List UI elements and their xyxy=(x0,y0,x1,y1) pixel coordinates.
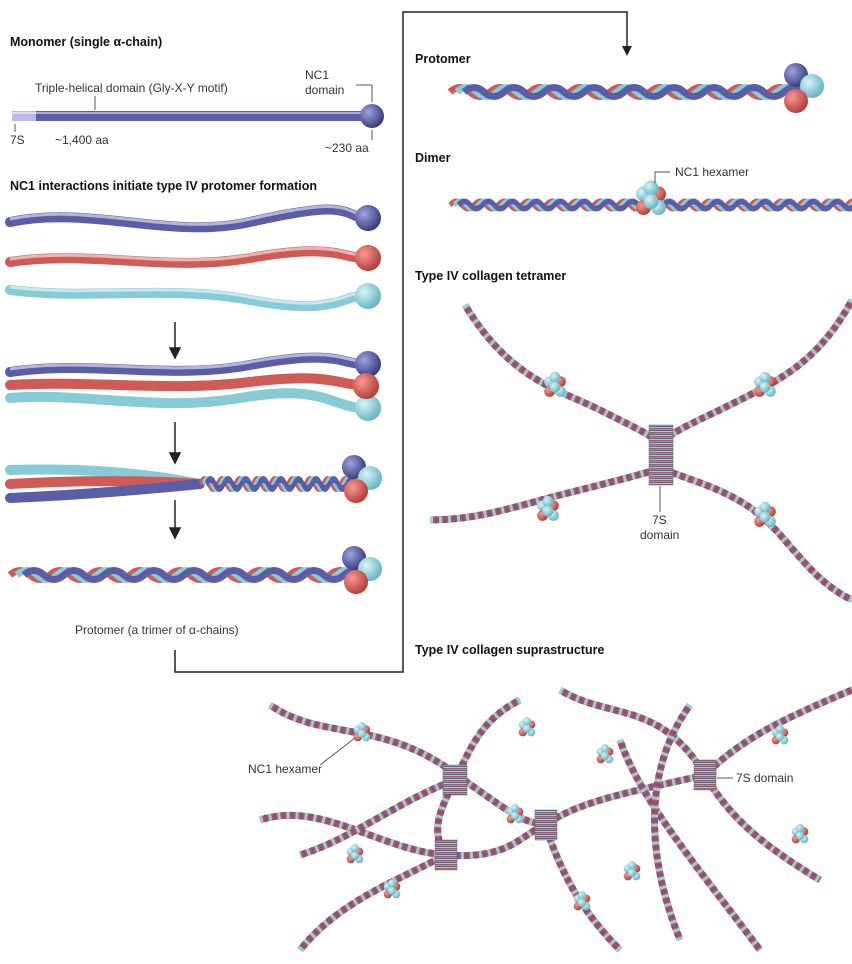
tetramer-title: Type IV collagen tetramer xyxy=(415,269,566,283)
protomer-helix xyxy=(450,63,824,113)
shape xyxy=(665,300,852,440)
monomer-title: Monomer (single α-chain) xyxy=(10,35,162,49)
zipping-chains xyxy=(10,455,382,503)
7s-domain xyxy=(443,765,467,795)
highlight xyxy=(12,112,370,114)
nc1-label: NC1 xyxy=(305,68,329,82)
arrows xyxy=(170,322,180,538)
arrow-head xyxy=(170,528,180,538)
shape xyxy=(665,470,852,600)
arrow-head xyxy=(170,348,180,358)
nc1-ball xyxy=(344,479,368,503)
shape xyxy=(545,775,705,825)
suprastructure xyxy=(260,690,852,950)
hexamer-label: NC1 hexamer xyxy=(248,762,322,776)
diagram: Monomer (single α-chain) Triple-helical … xyxy=(0,0,852,964)
leader xyxy=(655,172,670,183)
shape xyxy=(655,705,690,940)
7s-domain xyxy=(649,425,673,485)
nc1-ball xyxy=(355,395,381,421)
nc1-hexamer xyxy=(636,181,666,216)
cables xyxy=(430,300,852,600)
nc1-ball xyxy=(355,205,381,231)
arrow-head xyxy=(622,46,632,56)
7s-label: 7S xyxy=(652,513,667,527)
protomer-title: Protomer xyxy=(415,52,471,66)
assembly-title: NC1 interactions initiate type IV protom… xyxy=(10,179,317,193)
7s-label: 7S domain xyxy=(736,771,793,785)
7s-label: 7S xyxy=(10,133,25,147)
protomer-label: Protomer (a trimer of α-chains) xyxy=(75,623,239,637)
nc1-hexamer xyxy=(754,372,776,397)
helix xyxy=(450,201,662,208)
nc1-ball xyxy=(355,351,381,377)
nc1-label: domain xyxy=(305,83,344,97)
nc1-ball xyxy=(355,283,381,309)
helix xyxy=(200,480,356,489)
7s-domain xyxy=(694,760,716,790)
leader xyxy=(320,738,355,765)
nc1-ball xyxy=(360,104,384,128)
suprastructure-title: Type IV collagen suprastructure xyxy=(415,643,604,657)
length-label: ~1,400 aa xyxy=(55,133,109,147)
7s-domain xyxy=(435,840,457,870)
domain-label: Triple-helical domain (Gly-X-Y motif) xyxy=(35,81,228,95)
nc1-hexamer xyxy=(792,824,809,843)
shape xyxy=(465,305,655,440)
nc1-hexamer xyxy=(597,744,614,763)
nc1-hexamer xyxy=(347,844,364,863)
dimer-title: Dimer xyxy=(415,151,451,165)
protomer-helix xyxy=(10,546,382,594)
7s-label: domain xyxy=(640,528,679,542)
nc1-hexamer xyxy=(519,717,536,736)
tetramer xyxy=(430,300,852,600)
7s-domain xyxy=(535,810,557,840)
shape xyxy=(545,825,620,950)
leader xyxy=(356,85,372,102)
separate-chains xyxy=(10,205,381,309)
chain xyxy=(10,378,360,386)
nc1-ball xyxy=(353,373,379,399)
hexamer-label: NC1 hexamer xyxy=(675,165,749,179)
nc1-ball xyxy=(355,245,381,271)
dimer-helix xyxy=(450,172,852,215)
shape xyxy=(300,855,445,950)
aligned-chains xyxy=(10,351,381,421)
shape xyxy=(545,825,620,950)
chain xyxy=(10,393,360,408)
nc1-hexamer xyxy=(354,722,371,741)
nc1-hexamer xyxy=(624,861,641,880)
nc1-ball xyxy=(344,570,368,594)
nc1-ball xyxy=(784,89,808,113)
helix xyxy=(655,201,852,208)
page: Monomer (single α-chain) Triple-helical … xyxy=(0,0,852,964)
nc1-length-label: ~230 aa xyxy=(325,141,369,155)
shape xyxy=(545,825,620,950)
arrow-head xyxy=(170,453,180,463)
